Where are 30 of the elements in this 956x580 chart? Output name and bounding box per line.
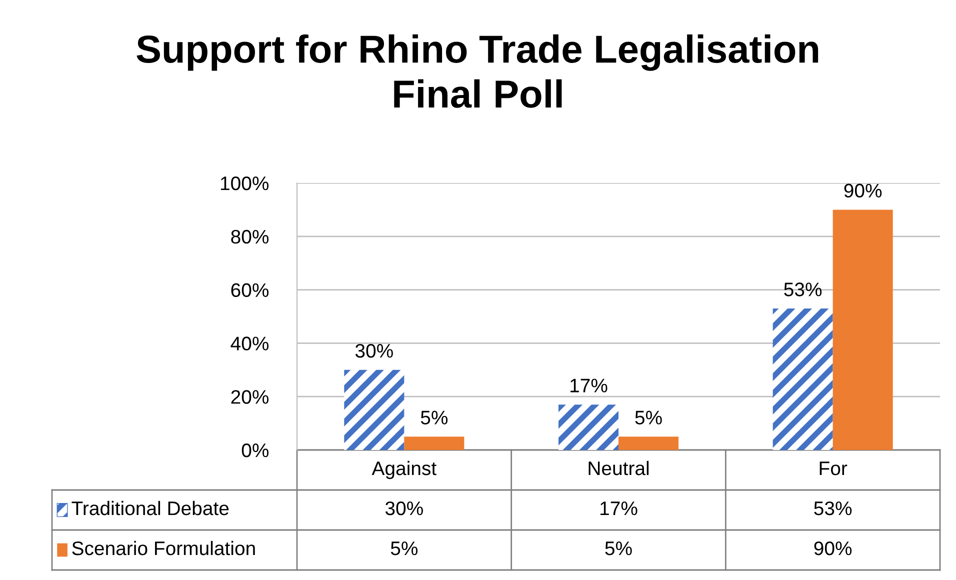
y-tick-label: 60% — [231, 283, 269, 298]
y-tick-label: 20% — [231, 390, 269, 404]
x-tick-label: For — [820, 462, 848, 476]
bar — [344, 370, 404, 450]
y-tick-label: 40% — [230, 336, 269, 350]
bar — [772, 308, 833, 450]
x-tick-label: Against — [372, 460, 436, 480]
data-label: 5% — [605, 542, 632, 556]
data-label: 90% — [814, 541, 852, 556]
text: 90% — [844, 184, 882, 198]
y-tick-label: 0% — [242, 443, 269, 458]
text: 53% — [784, 282, 822, 296]
text: 17% — [570, 378, 608, 392]
x-tick-label: Neutral — [588, 460, 649, 476]
y-tick-label: 80% — [231, 230, 269, 244]
data-label: 53% — [814, 501, 852, 516]
text: 5% — [635, 410, 662, 424]
bar — [618, 436, 679, 450]
chart-title: Support for Rhino Trade Legalisation Final Poll — [136, 34, 818, 108]
legend-label: Scenario Formulation — [72, 540, 255, 556]
text: 30% — [355, 344, 393, 358]
bar — [404, 436, 464, 450]
bar — [558, 404, 618, 450]
data-label: 17% — [600, 502, 638, 516]
data-label: 5% — [390, 542, 418, 556]
data-label: 30% — [385, 501, 423, 516]
bar — [832, 210, 893, 450]
text: 5% — [420, 410, 448, 424]
legend-label: Traditional Debate — [72, 500, 229, 516]
y-tick-label: 100% — [220, 176, 269, 190]
